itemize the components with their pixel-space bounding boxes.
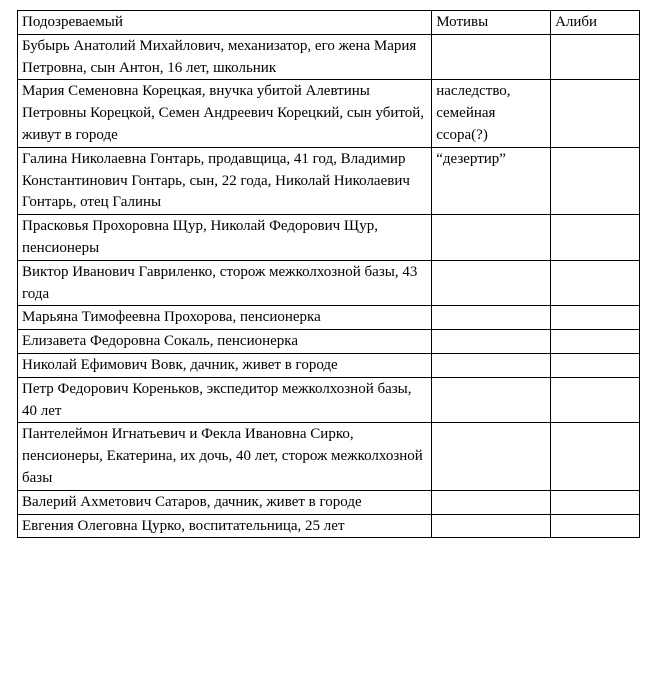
alibi-cell	[550, 422, 640, 491]
alibi-cell	[550, 352, 640, 378]
motive-cell	[431, 329, 552, 354]
table-row: Валерий Ахметович Сатаров, дачник, живет…	[16, 489, 640, 515]
alibi-cell	[550, 259, 640, 307]
suspect-cell: Марьяна Тимофеевна Прохорова, пенсионерк…	[16, 305, 433, 331]
alibi-cell	[550, 146, 640, 216]
suspect-cell: Елизавета Федоровна Сокаль, пенсионерка	[16, 329, 433, 354]
suspect-cell: Николай Ефимович Вовк, дачник, живет в г…	[16, 352, 433, 378]
motive-cell	[431, 214, 552, 261]
suspect-cell: Петр Федорович Кореньков, экспедитор меж…	[16, 376, 433, 424]
motive-cell	[431, 259, 552, 307]
table-row: Евгения Олеговна Цурко, воспитательница,…	[16, 513, 640, 539]
alibi-cell	[550, 489, 640, 515]
table-row: Мария Семеновна Корецкая, внучка убитой …	[16, 79, 640, 148]
table-row: Петр Федорович Кореньков, экспедитор меж…	[16, 376, 640, 424]
header-suspect: Подозреваемый	[16, 10, 433, 35]
motive-cell	[431, 513, 552, 539]
header-motive: Мотивы	[431, 10, 552, 35]
suspect-cell: Галина Николаевна Гонтарь, продавщица, 4…	[16, 146, 433, 216]
alibi-cell	[550, 305, 640, 331]
suspect-cell: Валерий Ахметович Сатаров, дачник, живет…	[16, 489, 433, 515]
motive-cell	[431, 305, 552, 331]
table-row: Галина Николаевна Гонтарь, продавщица, 4…	[16, 146, 640, 216]
motive-cell	[431, 376, 552, 424]
suspect-cell: Мария Семеновна Корецкая, внучка убитой …	[16, 79, 433, 148]
header-alibi: Алиби	[550, 10, 640, 35]
alibi-cell	[550, 513, 640, 539]
alibi-cell	[550, 214, 640, 261]
motive-cell	[431, 33, 552, 81]
table-row: Виктор Иванович Гавриленко, сторож межко…	[16, 259, 640, 307]
alibi-cell	[550, 33, 640, 81]
table-row: Николай Ефимович Вовк, дачник, живет в г…	[16, 352, 640, 378]
table-row: Прасковья Прохоровна Щур, Николай Федоро…	[16, 214, 640, 261]
table-row: Бубырь Анатолий Михайлович, механизатор,…	[16, 33, 640, 81]
suspect-cell: Виктор Иванович Гавриленко, сторож межко…	[16, 259, 433, 307]
table-row: Пантелеймон Игнатьевич и Фекла Ивановна …	[16, 422, 640, 491]
suspect-cell: Пантелеймон Игнатьевич и Фекла Ивановна …	[16, 422, 433, 491]
suspect-cell: Бубырь Анатолий Михайлович, механизатор,…	[16, 33, 433, 81]
motive-cell: наследство, семейная ссора(?)	[431, 79, 552, 148]
suspect-cell: Евгения Олеговна Цурко, воспитательница,…	[16, 513, 433, 539]
alibi-cell	[550, 79, 640, 148]
suspect-cell: Прасковья Прохоровна Щур, Николай Федоро…	[16, 214, 433, 261]
motive-cell: “дезертир”	[431, 146, 552, 216]
table-row: Елизавета Федоровна Сокаль, пенсионерка	[16, 329, 640, 354]
header-row: Подозреваемый Мотивы Алиби	[16, 10, 640, 35]
motive-cell	[431, 352, 552, 378]
motive-cell	[431, 489, 552, 515]
table-row: Марьяна Тимофеевна Прохорова, пенсионерк…	[16, 305, 640, 331]
suspects-table: Подозреваемый Мотивы Алиби Бубырь Анатол…	[16, 10, 640, 539]
motive-cell	[431, 422, 552, 491]
alibi-cell	[550, 329, 640, 354]
alibi-cell	[550, 376, 640, 424]
